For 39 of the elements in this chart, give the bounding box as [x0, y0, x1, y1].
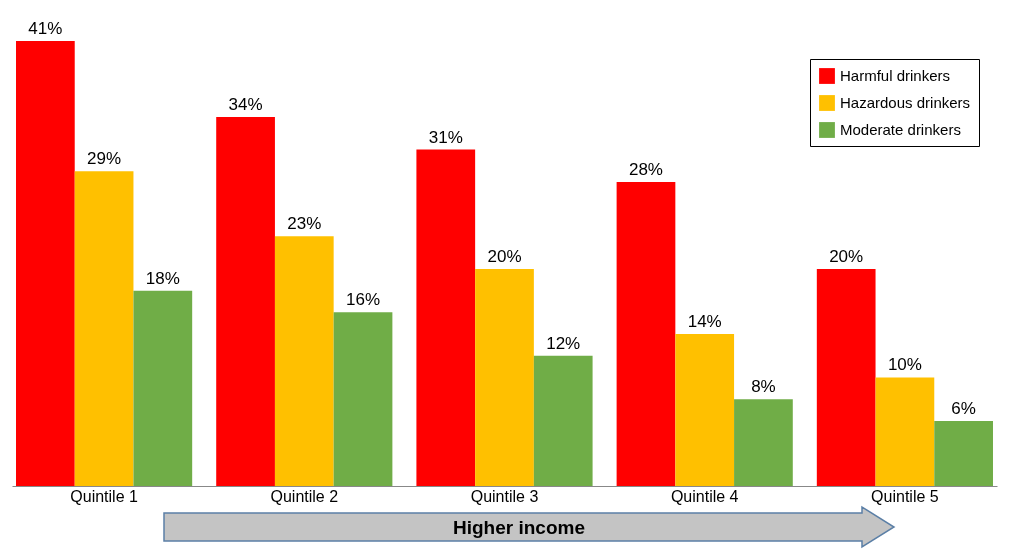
bar	[416, 149, 476, 486]
data-label: 8%	[751, 377, 776, 397]
bar	[274, 236, 334, 486]
x-tick-label: Quintile 3	[470, 487, 539, 505]
legend-label: Harmful drinkers	[840, 67, 951, 84]
legend-label: Moderate drinkers	[840, 121, 961, 138]
bar	[675, 334, 735, 486]
bar	[74, 171, 134, 486]
data-label: 23%	[287, 214, 322, 234]
bar	[734, 399, 793, 486]
data-label: 16%	[346, 290, 381, 310]
data-label: 29%	[87, 149, 122, 169]
bar	[816, 268, 876, 486]
x-tick-label: Quintile 1	[70, 487, 138, 505]
data-label: 18%	[145, 268, 180, 288]
data-label: 34%	[228, 94, 263, 114]
data-label: 10%	[887, 355, 922, 375]
data-label: 20%	[829, 246, 864, 266]
data-label: 14%	[687, 312, 722, 332]
data-label: 28%	[628, 160, 663, 180]
bar	[934, 420, 993, 486]
bar	[533, 355, 593, 486]
data-label: 12%	[546, 333, 581, 353]
data-label: 41%	[28, 19, 63, 38]
bar	[616, 182, 676, 486]
x-tick-label: Quintile 4	[670, 487, 739, 505]
bar	[475, 268, 534, 486]
data-label: 20%	[487, 246, 522, 266]
bar	[875, 377, 935, 486]
data-label: 6%	[951, 398, 976, 418]
data-label: 31%	[428, 127, 463, 147]
text: Higher income	[453, 517, 585, 538]
x-tick-label: Quintile 2	[270, 487, 339, 505]
x-tick-label: Quintile 5	[871, 487, 939, 505]
bar	[333, 312, 393, 486]
bar	[16, 41, 75, 486]
bar	[216, 116, 275, 486]
legend-label: Hazardous drinkers	[840, 94, 971, 111]
bar	[133, 290, 193, 486]
